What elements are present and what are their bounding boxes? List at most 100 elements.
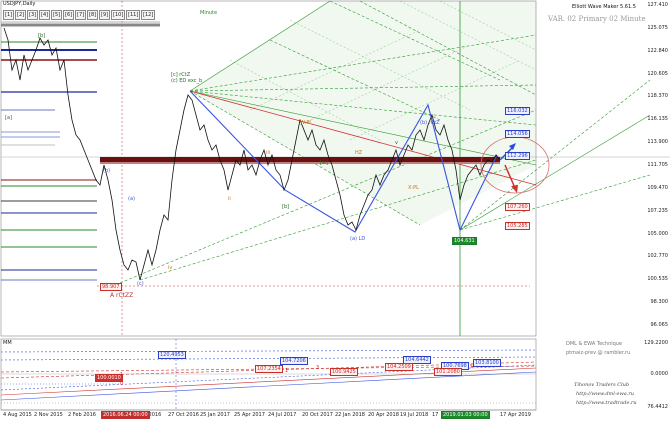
blue-wave-zigzag: [189, 90, 498, 233]
timeframe-button-1[interactable]: [1]: [3, 10, 15, 20]
wave-label-top-text: [c] rCtZ (c) ED exc_b: [171, 72, 203, 84]
osc-tag-8: 103.8100: [473, 359, 501, 367]
timeframe-button-11[interactable]: [11]: [126, 10, 141, 20]
price-scale-label: 122.840: [647, 47, 668, 54]
timeframe-button-9[interactable]: [9]: [99, 10, 111, 20]
timeframe-button-8[interactable]: [8]: [87, 10, 99, 20]
wave-label-iv: iv: [168, 265, 173, 271]
branding-line5[interactable]: http://www.tradtrade.ru: [576, 400, 637, 406]
price-scale-label: 113.900: [647, 139, 668, 146]
timeframe-button-10[interactable]: [10]: [111, 10, 126, 20]
time-scale-label: 20 Apr 2018: [368, 412, 399, 418]
price-tag-t1: 116.032: [505, 107, 530, 115]
green-fan-fill: [190, 1, 536, 225]
branding-line2: ptmaiz-prev @ rambler.ru: [566, 350, 631, 356]
osc-tag-10: 100.0010: [95, 374, 123, 382]
osc-mark-3: 0: [120, 381, 124, 387]
variant-label: VAR. 02 Primary 02 Minute: [548, 15, 646, 23]
osc-tag-4: 100.9425: [330, 368, 358, 376]
time-scale-label: 17: [432, 412, 439, 418]
time-scale-label: 24 Jul 2017: [268, 412, 297, 418]
time-highlight-1: 2016.06.24 00:00: [101, 411, 150, 419]
branding-line1: DML & EWA Technique: [566, 341, 623, 347]
wave-label-b-top: [b]: [38, 33, 46, 39]
wave-label-b-low: [b]: [282, 204, 290, 210]
price-tag-low: 98.907: [100, 283, 122, 291]
price-scale-label: 105.000: [647, 230, 668, 237]
osc-mark-1: 1: [120, 372, 124, 378]
osc-scale-label: 76.4412: [647, 404, 668, 410]
osc-tag-5: 104.6442: [403, 356, 431, 364]
timeframe-button-5[interactable]: [5]: [51, 10, 63, 20]
timeframe-button-12[interactable]: [12]: [141, 10, 156, 20]
time-scale-label: 2 Nov 2015: [34, 412, 63, 418]
level-lines: [1, 21, 670, 287]
time-scale-label: 20 Oct 2017: [302, 412, 333, 418]
green-grid: [229, 0, 537, 141]
price-tag-t4: 107.260: [505, 203, 530, 211]
time-scale-label: 25 Apr 2017: [234, 412, 265, 418]
wave-label-top: [c] rCtZ (c) ED exc_b: [171, 72, 202, 84]
timeframe-button-4[interactable]: [4]: [39, 10, 51, 20]
wave-label-a-low: A rCtZZ: [110, 292, 134, 299]
osc-scale-label: 129.2200: [644, 340, 668, 346]
wave-label-paren-a: (a): [128, 196, 135, 202]
wave-label-ld: (a) LD: [350, 236, 366, 242]
wave-label-v: v: [395, 140, 398, 146]
wave-label-rcz: (b) rCtZ: [420, 120, 440, 126]
wave-label-iii: iii: [266, 150, 271, 156]
price-series: [3, 27, 501, 281]
oscillator-lines: [0, 349, 537, 404]
price-scale-label: 109.470: [647, 184, 668, 191]
wave-label-xpl: X:PL: [408, 185, 419, 191]
red-trend-line: [189, 90, 537, 186]
wave-label-paren-b: (b): [103, 168, 111, 174]
timeframe-button-7[interactable]: [7]: [75, 10, 87, 20]
branding-line4[interactable]: http://www.dml-ewa.ru: [576, 391, 634, 397]
osc-mark-2: 1: [285, 368, 289, 374]
price-scale-label: 100.535: [647, 276, 668, 283]
indicator-title: Elliott Wave Maker 5.61.5: [572, 4, 636, 10]
price-tag-mark: 104.631: [452, 237, 477, 245]
price-tag-t2: 114.056: [505, 130, 530, 138]
price-scale-label: 125.075: [647, 24, 668, 31]
time-scale-label: 25 Jan 2017: [200, 412, 230, 418]
osc-mark-5: 5: [470, 364, 474, 370]
timeframe-caption: Minute: [200, 10, 218, 16]
price-scale-label: 98.300: [650, 299, 669, 306]
osc-tag-6: 104.2509: [385, 363, 413, 371]
price-scale-label: 116.135: [647, 116, 668, 123]
osc-tag-2: 104.7206: [280, 357, 308, 365]
time-scale-label: 17 Apr 2019: [500, 412, 531, 418]
price-scale-label: 118.370: [647, 93, 668, 100]
price-tag-t3: 112.296: [505, 152, 530, 160]
price-scale-label: 96.065: [650, 322, 669, 328]
time-scale-label: 4 Aug 2015: [3, 412, 32, 418]
wave-label-hz: HZ: [355, 150, 363, 156]
wave-label-ii: ii: [228, 196, 231, 202]
main-pane-frame: [0, 0, 537, 337]
price-scale-label: 111.705: [647, 162, 668, 168]
time-scale-label: 27 Oct 2016: [168, 412, 199, 418]
price-scale-label: 127.410: [647, 2, 668, 8]
osc-mark-4: 3: [316, 365, 320, 371]
time-highlight-2: 2019.01.03 00:00: [441, 411, 490, 419]
price-scale-label: 107.235: [647, 207, 668, 214]
wave-label-w: [w]: [320, 160, 328, 166]
price-scale-label: 120.605: [647, 70, 668, 77]
timeframe-button-2[interactable]: [2]: [15, 10, 27, 20]
wave-label-paren-c: (c): [137, 281, 144, 287]
osc-tag-9: 101.2080: [434, 368, 462, 376]
osc-tag-1: 120.4953: [158, 351, 186, 359]
timeframe-button-3[interactable]: [3]: [27, 10, 39, 20]
support-band-light: [100, 162, 500, 164]
timeframe-button-6[interactable]: [6]: [63, 10, 75, 20]
price-tag-t5: 105.285: [505, 222, 530, 230]
wave-label-wbpl: W:PL: [300, 120, 313, 126]
chart-title: USDJPY,Daily: [3, 1, 36, 7]
green-pitchfork: [119, 0, 651, 284]
price-scale-label: 102.770: [647, 253, 668, 260]
branding-line3: Tihonov Traders Club: [574, 382, 630, 388]
